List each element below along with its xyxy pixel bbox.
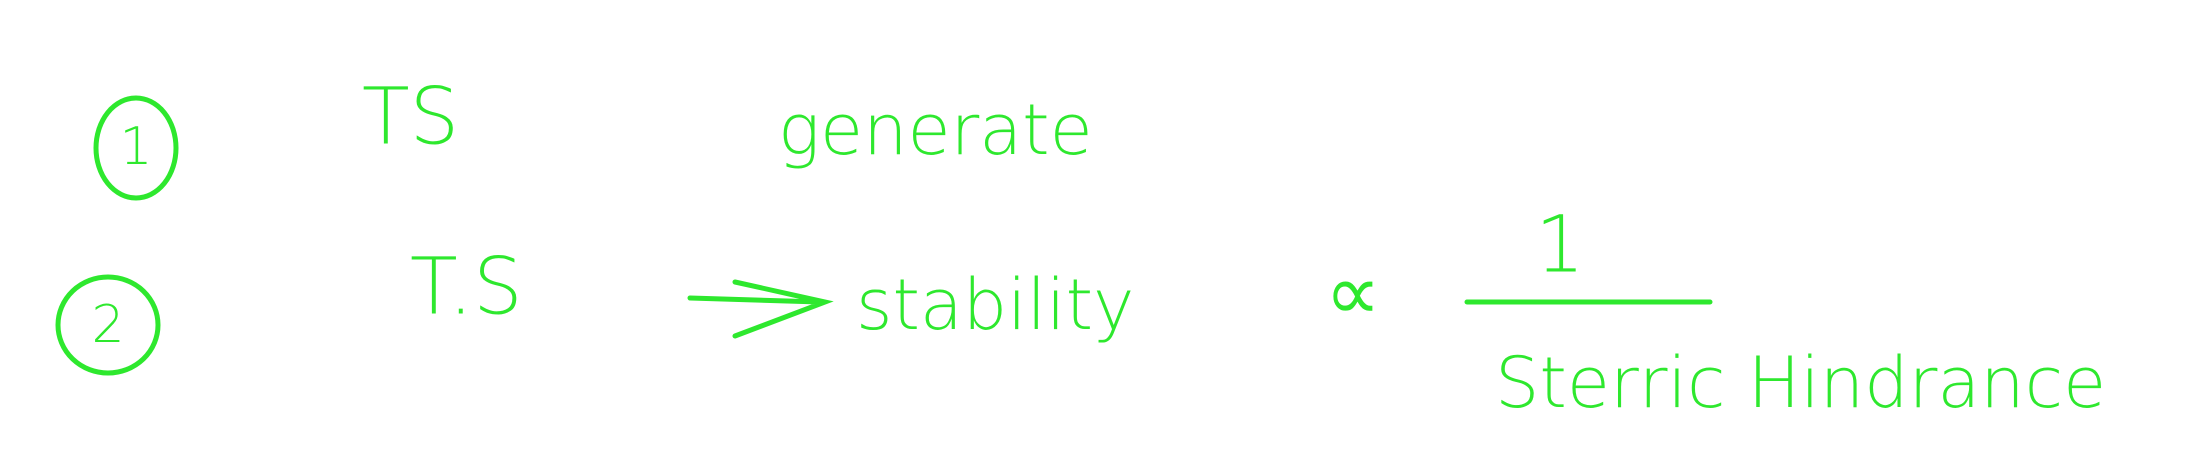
line-number: 2	[91, 295, 124, 355]
number-circle	[55, 274, 161, 376]
note-text: generate	[778, 89, 1093, 171]
arrow	[687, 279, 834, 339]
numerator: 1	[1535, 201, 1585, 291]
line-number: 1	[119, 117, 152, 177]
denominator: Sterric Hindrance	[1495, 342, 2106, 424]
number-circle	[93, 95, 179, 201]
note-text: stability	[856, 264, 1134, 346]
note-text: TS	[362, 73, 459, 163]
note-text: T.S	[410, 243, 523, 333]
proportional-sign: ∝	[1325, 249, 1381, 339]
